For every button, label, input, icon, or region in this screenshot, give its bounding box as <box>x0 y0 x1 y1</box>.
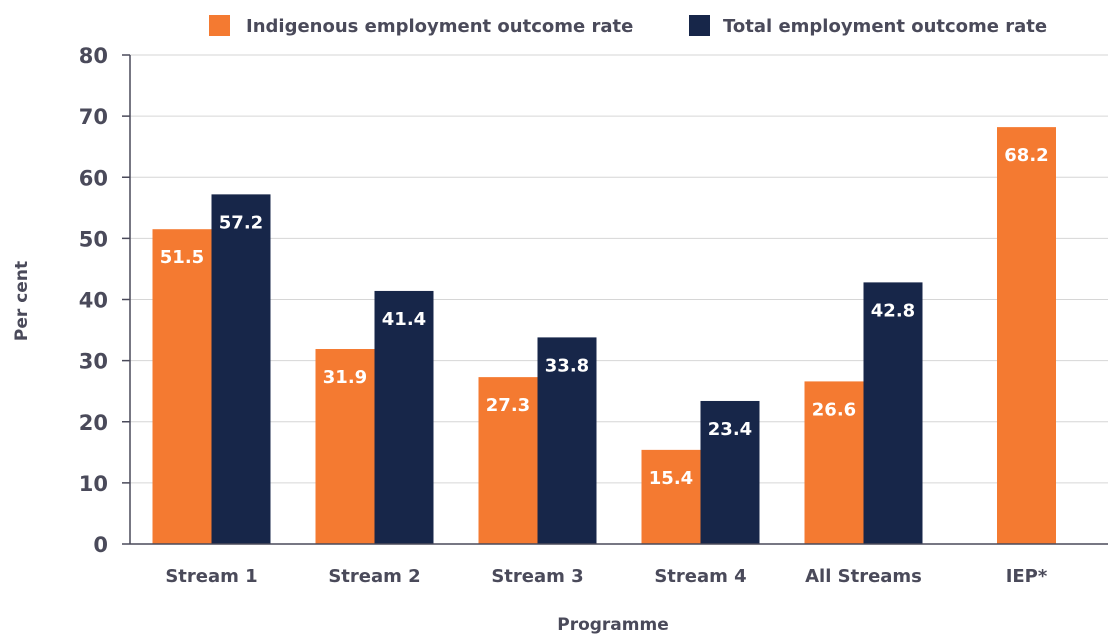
bar-value-label: 42.8 <box>871 300 915 321</box>
legend-swatch-indigenous <box>209 15 230 36</box>
bar-indigenous-all-streams <box>804 381 864 544</box>
bar-indigenous-stream-4 <box>641 449 701 544</box>
bar-value-label: 51.5 <box>160 247 204 268</box>
legend-label-total: Total employment outcome rate <box>723 16 1047 37</box>
y-tick-label: 40 <box>79 289 108 313</box>
legend-label-indigenous: Indigenous employment outcome rate <box>246 16 633 37</box>
bar-indigenous-stream-2 <box>315 349 375 544</box>
bar-value-label: 41.4 <box>382 309 426 330</box>
bar-indigenous-iep <box>997 127 1056 544</box>
bar-value-label: 33.8 <box>545 355 589 376</box>
y-tick-label: 30 <box>79 350 108 374</box>
bar-value-label: 27.3 <box>486 395 530 416</box>
x-axis-title: Programme <box>557 615 669 635</box>
legend-swatch-total <box>689 15 710 36</box>
bar-total-stream-4 <box>700 400 760 544</box>
y-tick-label: 0 <box>93 533 108 557</box>
bar-indigenous-stream-3 <box>478 377 538 544</box>
y-tick-label: 70 <box>79 105 108 129</box>
x-tick-label: Stream 4 <box>654 566 746 587</box>
x-tick-label: Stream 2 <box>328 566 420 587</box>
y-tick-label: 20 <box>79 411 108 435</box>
x-tick-labels: Stream 1 Stream 2 Stream 3 Stream 4 All Stre… <box>165 566 1048 587</box>
bar-indigenous-stream-1 <box>152 229 212 545</box>
bars <box>152 127 1056 545</box>
gridlines <box>130 54 1108 484</box>
bar-total-all-streams <box>863 282 923 544</box>
y-tick-label: 80 <box>79 44 108 68</box>
bar-value-label: 26.6 <box>812 399 856 420</box>
bar-labels: 51.5 57.2 31.9 41.4 27.3 33.8 15.4 23.4 26.6 42.8… <box>160 145 1049 489</box>
bar-value-label: 15.4 <box>649 468 693 489</box>
bar-value-label: 23.4 <box>708 419 752 440</box>
legend: Indigenous employment outcome rate Total… <box>209 15 1047 37</box>
bar-total-stream-3 <box>537 337 597 544</box>
bar-value-label: 57.2 <box>219 212 263 233</box>
bar-total-stream-1 <box>211 194 271 545</box>
axes <box>122 54 1108 545</box>
bar-total-stream-2 <box>374 290 434 544</box>
x-tick-label: All Streams <box>805 566 922 587</box>
y-axis-title: Per cent <box>12 261 32 341</box>
x-tick-label: IEP* <box>1006 566 1048 587</box>
y-tick-labels: 0 10 20 30 40 50 60 70 80 <box>79 44 108 557</box>
bar-value-label: 68.2 <box>1004 145 1048 166</box>
y-tick-label: 50 <box>79 227 108 251</box>
x-tick-label: Stream 1 <box>165 566 257 587</box>
x-tick-label: Stream 3 <box>491 566 583 587</box>
bar-value-label: 31.9 <box>323 367 367 388</box>
y-tick-label: 10 <box>79 472 108 496</box>
y-tick-label: 60 <box>79 166 108 190</box>
